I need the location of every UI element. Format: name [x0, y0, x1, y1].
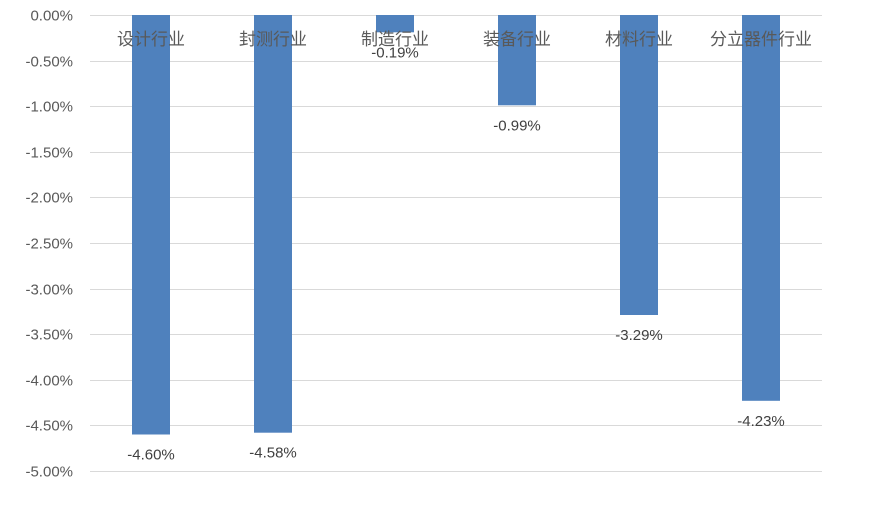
data-label: -0.99%: [493, 117, 541, 134]
data-label: -4.60%: [127, 447, 175, 464]
gridlines: [90, 15, 822, 472]
category-label: 制造行业: [361, 30, 429, 50]
bar: [132, 15, 170, 435]
y-axis-ticks: 0.00% -0.50% -1.00% -1.50% -2.00% -2.50% -3.00…: [25, 8, 73, 481]
bar: [498, 15, 536, 106]
bar: [742, 15, 780, 401]
category-label: 设计行业: [117, 30, 185, 50]
category-label: 封测行业: [239, 30, 307, 50]
category-label: 材料行业: [605, 30, 673, 50]
y-tick-label: -1.50%: [25, 145, 73, 162]
y-tick-label: -4.00%: [25, 373, 73, 390]
category-label: 分立器件行业: [710, 30, 812, 50]
bar: [376, 15, 414, 33]
bars: [132, 15, 780, 435]
data-label: -0.19%: [371, 44, 419, 61]
y-tick-label: -1.00%: [25, 99, 73, 116]
data-label: -4.58%: [249, 445, 297, 462]
y-tick-label: -5.00%: [25, 464, 73, 481]
category-labels: 设计行业 封测行业 制造行业 装备行业 材料行业 分立器件行业: [117, 30, 812, 50]
category-label: 装备行业: [483, 30, 551, 50]
y-tick-label: -4.50%: [25, 418, 73, 435]
bar: [620, 15, 658, 315]
y-tick-label: -0.50%: [25, 54, 73, 71]
y-tick-label: -2.50%: [25, 236, 73, 253]
data-label: -4.23%: [737, 413, 785, 430]
bar: [254, 15, 292, 433]
y-tick-label: -3.50%: [25, 327, 73, 344]
data-label: -3.29%: [615, 327, 663, 344]
y-tick-label: -3.00%: [25, 282, 73, 299]
y-tick-label: -2.00%: [25, 190, 73, 207]
y-tick-label: 0.00%: [30, 8, 73, 25]
data-labels: -4.60% -4.58% -0.19% -0.99% -3.29% -4.23%: [127, 44, 785, 463]
